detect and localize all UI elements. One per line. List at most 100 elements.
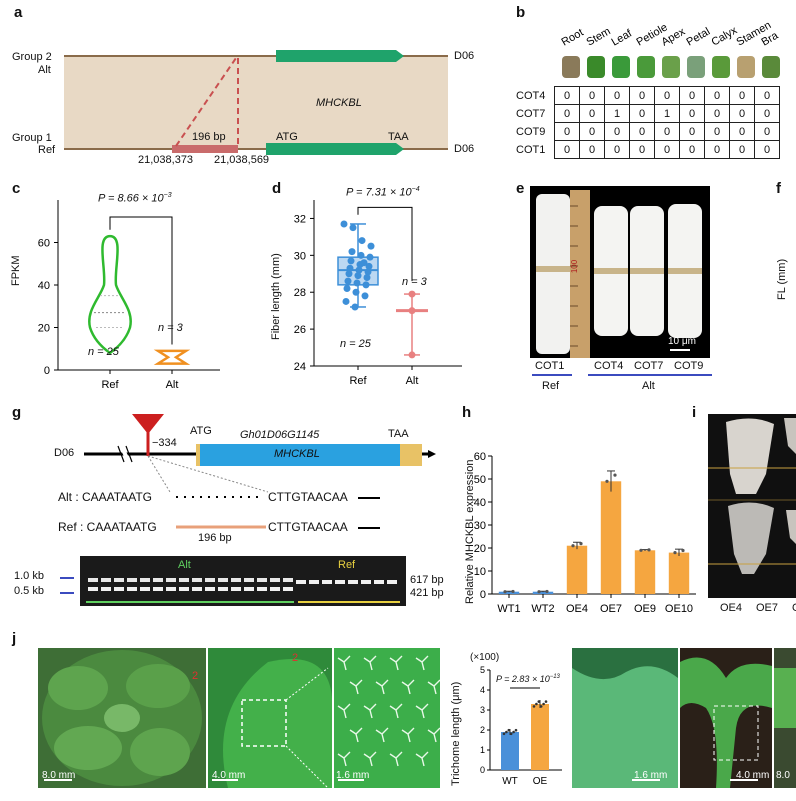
pvalue-j-exp: −13	[549, 674, 560, 680]
cot-cell: 0	[754, 86, 780, 105]
point-j	[535, 702, 538, 706]
point-j	[512, 730, 515, 734]
fpkm-ylabel: FPKM	[10, 255, 22, 286]
alt-label: Alt	[38, 64, 51, 76]
taa-label: TAA	[388, 131, 409, 143]
bar-j	[531, 704, 549, 770]
xtick-label-j: WT	[502, 776, 518, 787]
gel-ref-label: Ref	[338, 559, 356, 571]
cot-cell: 0	[629, 86, 655, 105]
ytick-label-h: 60	[474, 451, 486, 463]
tissue-headers: Root Stem Leaf Petiole Apex Petal Calyx Stamen B…	[556, 18, 796, 82]
d06-top-label: D06	[454, 50, 475, 62]
ytick-label-c: 0	[44, 365, 50, 377]
cot-cell: 0	[679, 140, 705, 159]
point-j	[507, 728, 511, 732]
leaf-photo	[208, 648, 332, 788]
trichome-mark	[349, 679, 363, 695]
cot-cell: 0	[604, 86, 630, 105]
tissue-icon	[662, 56, 680, 78]
tissue-icon	[687, 56, 705, 78]
tissue-icon	[612, 56, 630, 78]
gel-band-ref	[296, 580, 306, 584]
ytick-label-j: 0	[480, 765, 485, 775]
point-h	[613, 473, 617, 477]
ytick-label-j: 4	[480, 685, 485, 695]
gel-band-lower	[127, 587, 137, 591]
gel-band-upper	[127, 578, 137, 582]
cot-cell: 0	[704, 104, 730, 123]
ruler-mark: 100	[570, 259, 580, 274]
bar-h	[566, 545, 588, 594]
gel-band-upper	[166, 578, 176, 582]
fiber-sample-label: COT1	[535, 360, 565, 372]
gel-band-upper	[218, 578, 228, 582]
gel-band-upper	[192, 578, 202, 582]
pvalue-d-exp: −4	[411, 186, 420, 193]
bp421-label: 421 bp	[410, 587, 444, 599]
point-h	[605, 479, 609, 483]
point-ref	[360, 259, 368, 267]
trichome-mark	[389, 703, 403, 719]
gel-band-upper	[114, 578, 124, 582]
cot-table: COT4 0 0 0 0 0 0 0 0 0 COT7 0 0 1 0 1 0 0 0 0 COT9 0 0 0 0 0 0 0 0 0 C…	[516, 86, 780, 159]
point-j	[505, 730, 508, 734]
gel-band-upper	[205, 578, 215, 582]
cot-cell: 0	[679, 104, 705, 123]
point-ref	[354, 272, 362, 280]
cot-cell: 0	[729, 122, 755, 141]
atg-label: ATG	[276, 131, 298, 143]
trichome-mark	[337, 751, 351, 767]
pvalue-j: P = 2.83 × 10−13	[496, 674, 560, 684]
cot-cell: 0	[604, 122, 630, 141]
trichome-mark	[363, 751, 377, 767]
gene-id: Gh01D06G1145	[240, 429, 320, 441]
gel-band-ref	[374, 580, 384, 584]
ytick-label-d: 24	[294, 361, 306, 373]
ytick-label-h: 40	[474, 497, 486, 509]
point-ref	[348, 248, 356, 256]
leaf-marker-1: 2	[192, 670, 199, 682]
cot-cell: 0	[754, 122, 780, 141]
tissue-label: Stem	[585, 25, 613, 48]
ref-seq-end: CTTGTAACAA	[268, 520, 348, 534]
panel-b-label: b	[516, 4, 526, 21]
cot-cell: 0	[704, 122, 730, 141]
gel-band-ref	[309, 580, 319, 584]
alt-seq-label: Alt : CAAATAATG	[58, 490, 153, 504]
cot-cell: 0	[729, 140, 755, 159]
point-ref	[347, 257, 355, 265]
point-ref	[343, 285, 351, 293]
bar-j	[501, 732, 519, 770]
ytick-label-h: 50	[474, 474, 486, 486]
gel-band-lower	[101, 587, 111, 591]
xtick-label-j: OE	[533, 776, 548, 787]
trichome-mark	[427, 679, 440, 695]
ref-seq-label: Ref : CAAATAATG	[58, 520, 157, 534]
trichome-mark	[389, 751, 403, 767]
tissue-icon	[562, 56, 580, 78]
xtick-label-h: OE7	[600, 603, 622, 615]
atg-g: ATG	[190, 425, 212, 437]
gel-band-lower	[218, 587, 228, 591]
cot-row-label: COT4	[516, 89, 546, 102]
point-ref	[351, 303, 359, 311]
indel-g: 196 bp	[198, 532, 232, 544]
panel-j-label: j	[12, 630, 17, 647]
xtick-label-h: OE10	[665, 603, 693, 615]
position-end: 21,038,569	[214, 154, 270, 166]
bp617-label: 617 bp	[410, 574, 444, 586]
gel-band-lower	[88, 587, 98, 591]
ytick-label-h: 0	[480, 589, 486, 601]
point-h	[673, 551, 677, 555]
scale-j4: 1.6 mm	[634, 770, 668, 781]
significance-bracket-d	[357, 206, 413, 282]
point-h	[639, 548, 643, 552]
xtick-label-c: Alt	[166, 379, 179, 390]
point-ref	[365, 262, 373, 270]
gel-band-upper	[101, 578, 111, 582]
point-ref	[366, 253, 374, 261]
gel-band-ref	[387, 580, 397, 584]
gel-band-upper	[244, 578, 254, 582]
gel-band-lower	[153, 587, 163, 591]
